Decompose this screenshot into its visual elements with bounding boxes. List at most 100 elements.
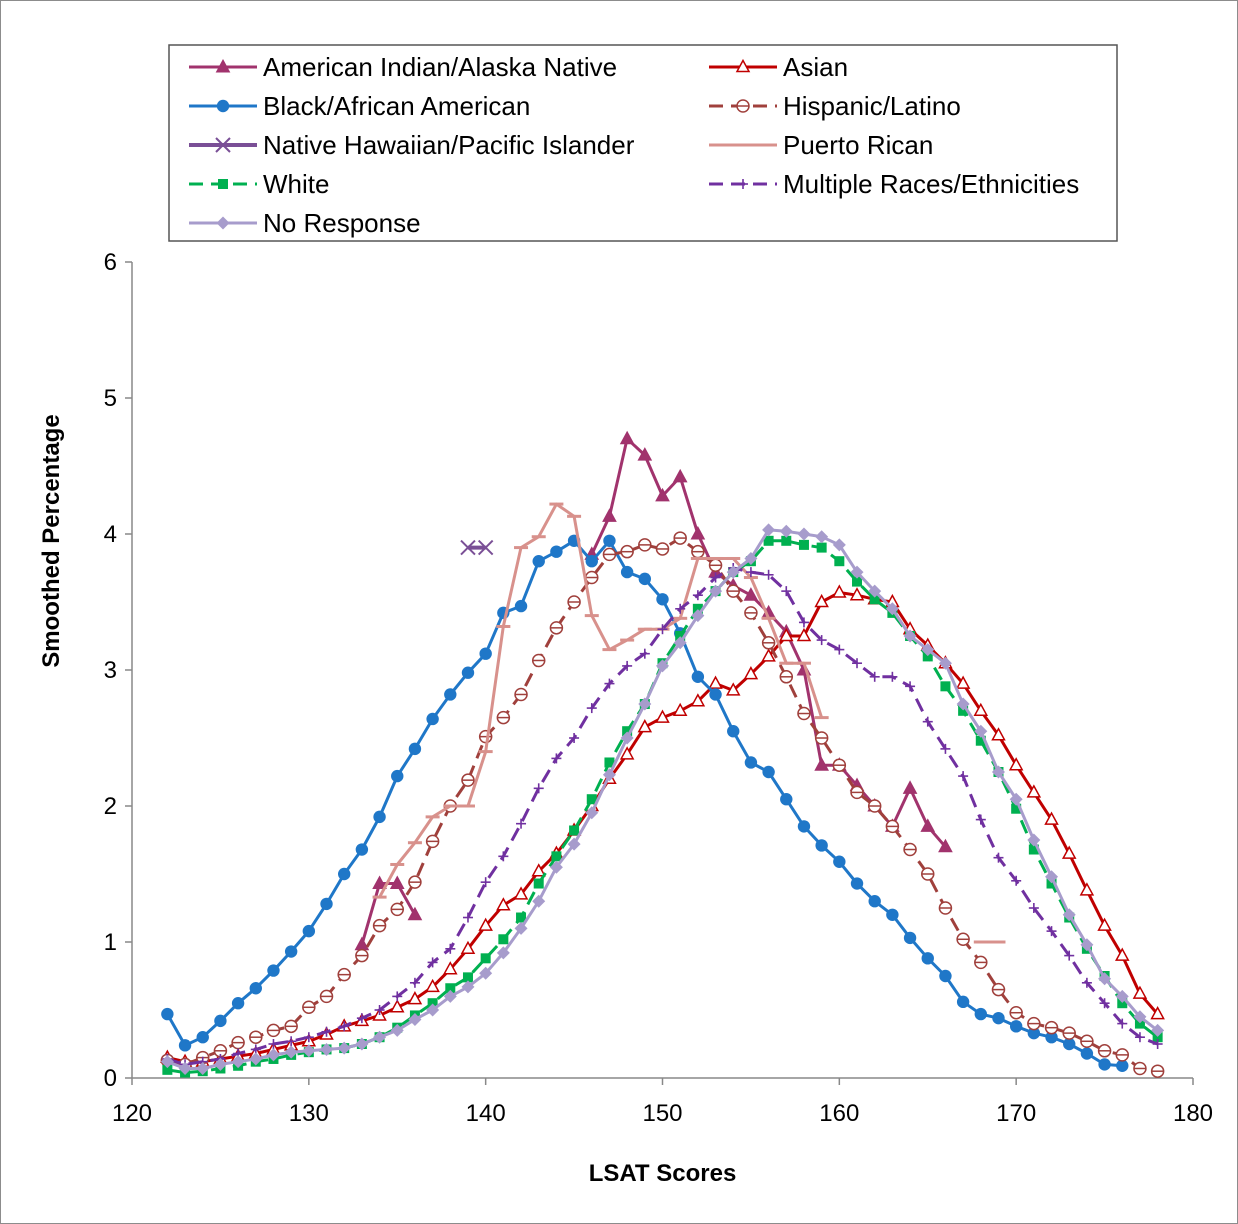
data-point [692, 603, 703, 614]
data-point [887, 671, 898, 682]
legend-label: Hispanic/Latino [783, 91, 961, 121]
data-point [445, 943, 456, 954]
legend-label: Native Hawaiian/Pacific Islander [263, 130, 635, 160]
data-point [672, 702, 688, 717]
data-point [1152, 1039, 1163, 1049]
data-point [814, 757, 829, 771]
data-point [974, 724, 988, 738]
data-point [781, 535, 792, 546]
data-point [460, 940, 476, 955]
data-point [249, 1052, 263, 1066]
data-point [638, 572, 652, 586]
data-point [744, 551, 758, 565]
data-point [249, 982, 262, 995]
data-point [761, 648, 776, 662]
data-point [514, 599, 528, 613]
data-point [604, 678, 615, 689]
data-point [268, 1039, 279, 1049]
data-point [444, 688, 457, 701]
data-point [161, 1007, 174, 1021]
data-point [762, 523, 776, 537]
data-point [585, 555, 598, 568]
data-point [567, 595, 581, 609]
data-point [409, 977, 420, 988]
legend-item-hispanic-latino: Hispanic/Latino [709, 91, 961, 121]
data-point [850, 785, 864, 800]
data-point [1062, 908, 1076, 922]
data-point [1133, 1010, 1147, 1024]
data-point [673, 531, 687, 545]
legend-item-asian: Asian [709, 52, 848, 82]
data-point [763, 535, 774, 546]
data-point [779, 670, 794, 684]
data-point [886, 908, 899, 921]
data-point [337, 1041, 351, 1055]
data-point [162, 1064, 173, 1075]
data-point [816, 542, 827, 553]
data-point [1044, 1020, 1059, 1035]
data-point [1150, 1006, 1165, 1020]
data-point [602, 508, 617, 522]
data-point [834, 556, 845, 567]
legend-box [168, 44, 1118, 242]
data-point [1045, 870, 1059, 884]
data-point [816, 635, 827, 646]
data-point [392, 991, 403, 1002]
data-point [958, 771, 969, 782]
x-tick-label: 140 [466, 1100, 506, 1127]
legend-item-american-indian-alaska-native: American Indian/Alaska Native [189, 52, 617, 82]
data-point [178, 1039, 192, 1052]
data-point [921, 952, 934, 965]
y-tick-label: 6 [104, 249, 117, 276]
data-point [354, 936, 370, 951]
data-point [1046, 926, 1057, 937]
data-point [655, 542, 670, 556]
data-point [991, 765, 1005, 779]
x-tick-label: 170 [996, 1100, 1036, 1127]
legend-label: Puerto Rican [783, 130, 933, 160]
legend: American Indian/Alaska Native Asian Black/… [168, 44, 1118, 242]
legend-marker [216, 99, 230, 113]
data-point [550, 545, 563, 558]
legend-marker [215, 137, 231, 153]
y-tick-label: 1 [104, 929, 117, 956]
data-point [284, 1045, 298, 1059]
data-point [1027, 833, 1041, 847]
data-point [832, 758, 847, 772]
data-point [196, 1031, 209, 1044]
data-point [1027, 1026, 1041, 1040]
data-point [958, 705, 969, 716]
data-point [390, 902, 404, 917]
data-point [940, 743, 951, 754]
axes: 0 1 2 3 4 5 6 120 130 140 150 160 170 180 [104, 249, 1213, 1127]
legend-item-no-response: No Response [189, 208, 421, 238]
data-point [513, 886, 529, 900]
data-point [1008, 757, 1024, 771]
data-point [939, 969, 952, 983]
data-point [355, 1037, 369, 1051]
data-point [1080, 938, 1094, 952]
data-point [374, 1005, 385, 1015]
data-point [498, 934, 509, 945]
data-point [938, 901, 953, 915]
data-point [531, 653, 546, 668]
data-point [1115, 989, 1129, 1003]
data-point [708, 558, 723, 573]
series-hispanic-latino [160, 531, 1165, 1078]
data-point [461, 773, 475, 787]
data-point [657, 624, 668, 635]
data-point [655, 709, 670, 723]
data-point [1132, 985, 1148, 999]
y-tick-label: 2 [104, 793, 117, 820]
data-point [389, 875, 405, 890]
data-point [815, 839, 828, 852]
y-tick-label: 3 [104, 657, 117, 684]
data-point [462, 912, 473, 923]
data-point [620, 544, 634, 559]
data-point [339, 1021, 350, 1032]
data-point [975, 735, 986, 746]
data-point [532, 555, 545, 568]
x-axis-title: LSAT Scores [589, 1160, 737, 1187]
data-point [1009, 1020, 1023, 1033]
x-tick-label: 180 [1173, 1100, 1213, 1127]
